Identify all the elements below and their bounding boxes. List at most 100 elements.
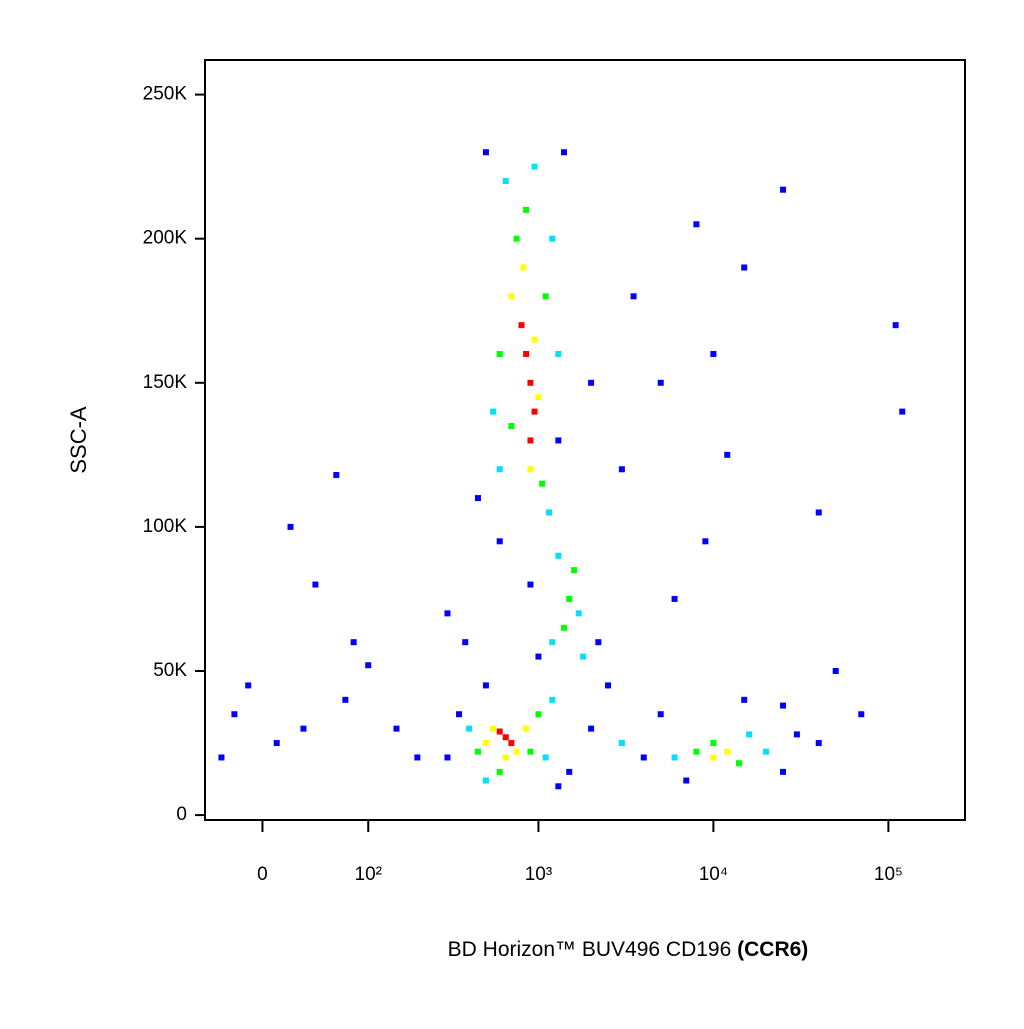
point [549,639,556,646]
point [560,624,567,631]
point [502,754,509,761]
plot-frame [204,59,966,821]
y-axis-label: SSC-A [66,406,91,474]
point [693,748,700,755]
point [456,711,463,718]
point [746,731,753,738]
point [657,379,664,386]
point [588,379,595,386]
point [793,731,800,738]
point [312,581,319,588]
point [671,595,678,602]
point [513,748,520,755]
point [657,711,664,718]
point [273,740,280,747]
point [523,350,530,357]
point [549,696,556,703]
point [595,639,602,646]
x-axis-label-bold: (CCR6) [737,938,808,961]
point [588,725,595,732]
point [892,322,899,329]
x-tick-label: 0 [257,864,268,885]
point [549,235,556,242]
point [508,423,515,430]
point [566,595,573,602]
point [671,754,678,761]
point [474,748,481,755]
point [724,451,731,458]
point [350,639,357,646]
point [496,350,503,357]
point [542,293,549,300]
point [462,639,469,646]
point [496,728,503,735]
point [414,754,421,761]
point [496,768,503,775]
point [527,748,534,755]
point [218,754,225,761]
y-tick-label: 250K [143,84,188,105]
point [640,754,647,761]
point [683,777,690,784]
point [780,768,787,775]
point [496,466,503,473]
point [527,466,534,473]
point [724,748,731,755]
point [527,379,534,386]
point [815,740,822,747]
point [780,186,787,193]
point [741,264,748,271]
point [245,682,252,689]
point [342,696,349,703]
x-tick-label: 10⁴ [699,864,728,885]
point [741,696,748,703]
point [702,538,709,545]
point [365,662,372,669]
point [490,408,497,415]
point [508,293,515,300]
point [482,777,489,784]
point [444,610,451,617]
y-tick-label: 0 [176,804,187,825]
point [575,610,582,617]
point [508,740,515,747]
point [832,667,839,674]
point [502,734,509,741]
point [474,495,481,502]
x-tick-label: 10² [355,864,382,885]
x-axis-label: BD Horizon™ BUV496 CD196 (CCR6) [448,938,809,961]
point [300,725,307,732]
point [580,653,587,660]
point [496,538,503,545]
point [535,653,542,660]
y-tick-label: 200K [143,228,188,249]
point [546,509,553,516]
y-tick-label: 50K [153,660,187,681]
x-tick-label: 10³ [525,864,552,885]
point [735,760,742,767]
point [520,264,527,271]
point [571,567,578,574]
point [542,754,549,761]
point [502,178,509,185]
point [763,748,770,755]
point [555,783,562,790]
point [539,480,546,487]
point [555,437,562,444]
point [523,206,530,213]
y-tick-label: 150K [143,372,188,393]
point [815,509,822,516]
point [444,754,451,761]
point [618,740,625,747]
point [858,711,865,718]
point [710,740,717,747]
y-tick-label: 100K [143,516,188,537]
point [566,768,573,775]
point [482,740,489,747]
point [482,149,489,156]
point [531,408,538,415]
point [466,725,473,732]
point [710,754,717,761]
point [333,472,340,479]
point [482,682,489,689]
